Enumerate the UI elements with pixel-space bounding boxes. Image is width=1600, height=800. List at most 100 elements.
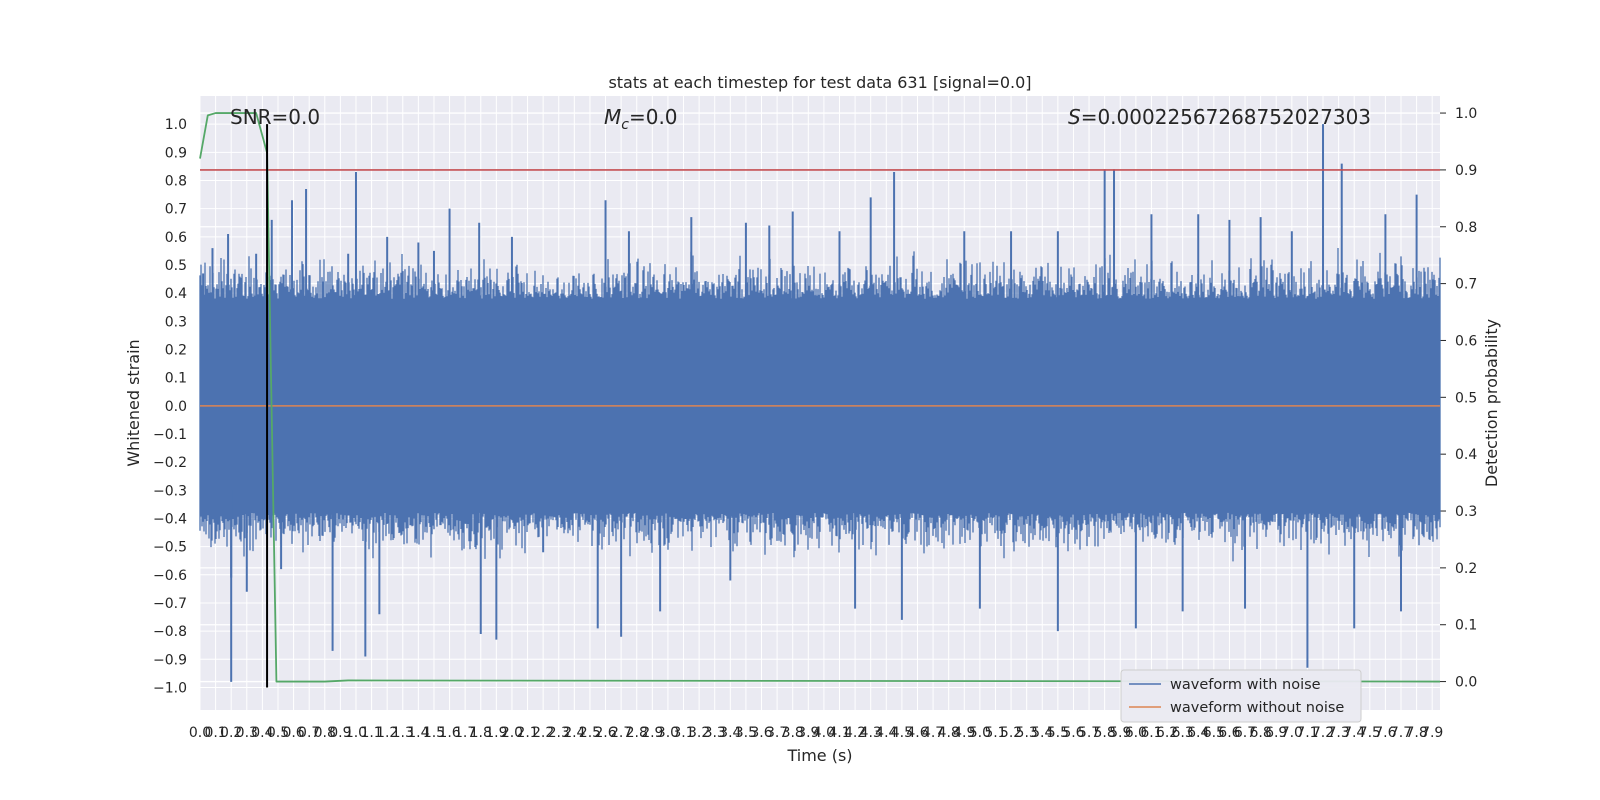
x-tick-label: 6.6	[1218, 725, 1240, 741]
y2-axis-label: Detection probability	[1482, 319, 1501, 487]
x-tick-label: 7.7	[1390, 725, 1412, 741]
y-tick-label: 1.0	[165, 117, 187, 133]
x-tick-label: 2.3	[548, 725, 570, 741]
x-tick-label: 6.0	[1125, 725, 1147, 741]
x-axis-label: Time (s)	[786, 746, 852, 765]
x-tick-label: 5.3	[1016, 725, 1038, 741]
y2-tick-label: 0.9	[1455, 163, 1477, 179]
x-tick-labels: 0.00.10.20.30.40.50.60.70.80.91.01.11.21…	[189, 725, 1443, 741]
significance-annotation: S=0.00022567268752027303	[1068, 105, 1371, 129]
x-tick-label: 0.3	[236, 725, 258, 741]
x-tick-label: 5.5	[1047, 725, 1069, 741]
y2-tick-label: 0.6	[1455, 333, 1477, 349]
chart-title: stats at each timestep for test data 631…	[608, 73, 1031, 92]
x-tick-label: 6.7	[1234, 725, 1256, 741]
y-tick-label: −0.7	[153, 596, 187, 612]
x-tick-label: 6.8	[1249, 725, 1271, 741]
x-tick-label: 2.7	[610, 725, 632, 741]
x-tick-label: 7.3	[1327, 725, 1349, 741]
chirp-mass-annotation: Mc=0.0	[604, 105, 678, 133]
y-tick-label: −0.6	[153, 568, 187, 584]
x-tick-label: 0.5	[267, 725, 289, 741]
y-tick-label: −0.5	[153, 540, 187, 556]
x-tick-label: 0.4	[251, 725, 273, 741]
y-tick-label: 0.4	[165, 286, 187, 302]
y-tick-label: 0.7	[165, 202, 187, 218]
y-tick-label: 0.0	[165, 399, 187, 415]
x-tick-label: 7.1	[1296, 725, 1318, 741]
x-tick-label: 0.0	[189, 725, 211, 741]
x-tick-label: 1.0	[345, 725, 367, 741]
x-tick-label: 4.5	[891, 725, 913, 741]
x-tick-label: 0.1	[204, 725, 226, 741]
x-tick-label: 2.8	[626, 725, 648, 741]
chirp-mass-symbol: M	[604, 105, 621, 129]
y-tick-label: −0.9	[153, 652, 187, 668]
x-tick-label: 2.5	[579, 725, 601, 741]
y2-tick-label: 0.2	[1455, 561, 1477, 577]
x-tick-label: 1.2	[376, 725, 398, 741]
x-tick-label: 7.0	[1281, 725, 1303, 741]
x-tick-label: 7.6	[1374, 725, 1396, 741]
x-tick-label: 3.4	[719, 725, 741, 741]
x-tick-label: 4.2	[844, 725, 866, 741]
x-tick-label: 1.8	[470, 725, 492, 741]
x-tick-label: 3.7	[766, 725, 788, 741]
x-tick-label: 1.9	[485, 725, 507, 741]
y-tick-label: 0.3	[165, 314, 187, 330]
x-tick-label: 0.8	[314, 725, 336, 741]
x-tick-label: 7.2	[1312, 725, 1334, 741]
x-tick-label: 6.3	[1172, 725, 1194, 741]
x-tick-label: 6.5	[1203, 725, 1225, 741]
x-tick-label: 4.7	[922, 725, 944, 741]
x-tick-label: 1.5	[423, 725, 445, 741]
y-tick-label: 0.5	[165, 258, 187, 274]
x-tick-label: 2.0	[501, 725, 523, 741]
x-tick-label: 0.7	[298, 725, 320, 741]
y-tick-label: −1.0	[153, 680, 187, 696]
significance-value: =0.00022567268752027303	[1081, 105, 1371, 129]
x-tick-label: 4.1	[828, 725, 850, 741]
y-tick-labels: −1.0 −0.9 −0.8 −0.7 −0.6 −0.5 −0.4 −0.3 −0.2 −0.1…	[153, 117, 187, 696]
x-tick-label: 2.9	[641, 725, 663, 741]
x-tick-label: 2.1	[516, 725, 538, 741]
x-tick-label: 5.4	[1031, 725, 1053, 741]
legend-label-noise: waveform with noise	[1170, 677, 1321, 693]
y-tick-label: 0.2	[165, 342, 187, 358]
x-tick-label: 3.6	[750, 725, 772, 741]
y-tick-label: −0.8	[153, 624, 187, 640]
y-tick-label: −0.3	[153, 483, 187, 499]
y2-tick-label: 0.7	[1455, 277, 1477, 293]
y-tick-label: −0.1	[153, 427, 187, 443]
y-tick-label: −0.4	[153, 511, 187, 527]
x-tick-label: 7.5	[1359, 725, 1381, 741]
x-tick-label: 3.9	[797, 725, 819, 741]
y2-tick-labels: 0.0 0.1 0.2 0.3 0.4 0.5 0.6 0.7 0.8 0.9 1.0	[1455, 106, 1477, 691]
x-tick-label: 3.2	[688, 725, 710, 741]
x-tick-label: 5.0	[969, 725, 991, 741]
x-tick-label: 3.8	[782, 725, 804, 741]
y-tick-label: −0.2	[153, 455, 187, 471]
x-tick-label: 4.4	[875, 725, 897, 741]
chirp-mass-value: =0.0	[629, 105, 678, 129]
x-tick-label: 1.4	[407, 725, 429, 741]
x-tick-label: 6.2	[1156, 725, 1178, 741]
y-tick-label: 0.9	[165, 145, 187, 161]
x-tick-label: 5.9	[1109, 725, 1131, 741]
x-tick-label: 4.0	[813, 725, 835, 741]
x-tick-label: 6.9	[1265, 725, 1287, 741]
x-tick-label: 6.1	[1140, 725, 1162, 741]
y2-tick-label: 0.1	[1455, 618, 1477, 634]
x-tick-label: 2.6	[594, 725, 616, 741]
y2-tick-label: 1.0	[1455, 106, 1477, 122]
x-tick-label: 7.9	[1421, 725, 1443, 741]
y2-tick-label: 0.5	[1455, 390, 1477, 406]
y2-tick-label: 0.4	[1455, 447, 1477, 463]
x-tick-label: 1.3	[392, 725, 414, 741]
y-tick-label: 0.1	[165, 371, 187, 387]
x-tick-label: 5.8	[1094, 725, 1116, 741]
x-tick-label: 3.3	[704, 725, 726, 741]
legend: waveform with noise waveform without noi…	[1120, 669, 1362, 723]
y-axis-label: Whitened strain	[124, 339, 143, 466]
x-tick-label: 4.6	[906, 725, 928, 741]
